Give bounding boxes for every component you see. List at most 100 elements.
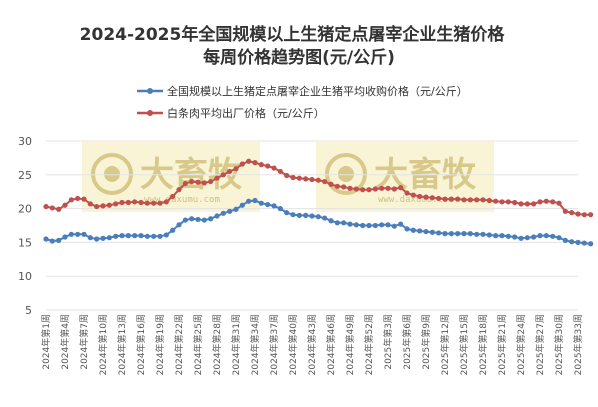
watermark-logo-icon bbox=[91, 153, 133, 195]
series-2-point-76 bbox=[518, 201, 524, 207]
series-1-point-15 bbox=[132, 233, 138, 239]
series-1-point-53 bbox=[372, 222, 378, 229]
series-1-point-63 bbox=[436, 230, 442, 236]
series-1-point-1 bbox=[43, 236, 49, 242]
watermark-logo-dot bbox=[338, 166, 354, 182]
x-tick-label-28: 2025年第30周 bbox=[553, 314, 565, 375]
series-1-point-73 bbox=[499, 233, 505, 239]
series-1-point-5 bbox=[68, 231, 74, 237]
x-tick-label-21: 2025年第9周 bbox=[420, 314, 432, 370]
series-2-point-34 bbox=[252, 160, 258, 166]
x-tick-label-7: 2024年第19周 bbox=[154, 314, 166, 375]
series-1-point-28 bbox=[214, 213, 220, 219]
series-2-point-38 bbox=[277, 168, 283, 175]
series-1-point-44 bbox=[315, 214, 321, 220]
series-2-point-11 bbox=[106, 202, 112, 208]
series-1-point-86 bbox=[581, 240, 587, 246]
x-tick-label-2: 2024年第4周 bbox=[59, 314, 71, 370]
series-2-point-20 bbox=[163, 199, 169, 205]
series-2-point-45 bbox=[322, 178, 328, 185]
series-2-point-63 bbox=[436, 195, 442, 202]
series-1-point-46 bbox=[328, 218, 334, 224]
y-axis-ticks: 5 10 15 20 25 30 bbox=[18, 135, 32, 317]
series-1-point-83 bbox=[562, 237, 568, 243]
series-1-point-36 bbox=[265, 201, 271, 208]
series-2-point-12 bbox=[113, 201, 119, 207]
series-2-point-10 bbox=[100, 203, 106, 209]
legend-entry-carcass-price[interactable]: 白条肉平均出厂价格（元/公斤） bbox=[137, 106, 325, 120]
legend-label-carcass-price: 白条肉平均出厂价格（元/公斤） bbox=[167, 106, 325, 120]
series-2-point-87 bbox=[588, 212, 594, 218]
series-1-point-25 bbox=[195, 216, 201, 223]
legend-entry-purchase-price[interactable]: 全国规模以上生猪定点屠宰企业生猪平均收购价格（元/公斤） bbox=[137, 84, 468, 98]
series-1-point-52 bbox=[366, 222, 372, 229]
x-tick-label-10: 2024年第28周 bbox=[211, 314, 223, 375]
series-2-point-77 bbox=[524, 201, 530, 207]
series-1-point-85 bbox=[575, 239, 581, 245]
series-1-point-42 bbox=[303, 212, 309, 218]
series-2-point-50 bbox=[353, 186, 359, 192]
series-2-point-44 bbox=[315, 177, 321, 183]
series-1-point-7 bbox=[81, 231, 87, 237]
series-1-point-10 bbox=[100, 235, 106, 241]
series-2-point-6 bbox=[75, 195, 81, 202]
series-1-point-4 bbox=[62, 234, 68, 240]
series-1-point-2 bbox=[49, 238, 55, 244]
y-tick-label-15: 15 bbox=[18, 236, 32, 249]
series-1-point-33 bbox=[246, 198, 252, 204]
x-tick-label-1: 2024年第1周 bbox=[40, 314, 52, 370]
series-1-point-8 bbox=[87, 235, 93, 241]
series-2-point-70 bbox=[480, 197, 486, 203]
series-2-point-27 bbox=[208, 178, 214, 185]
series-2-point-57 bbox=[398, 185, 404, 191]
series-1-point-27 bbox=[208, 216, 214, 222]
series-1-point-24 bbox=[189, 216, 195, 222]
series-1-point-18 bbox=[151, 233, 157, 239]
x-tick-label-12: 2024年第34周 bbox=[249, 314, 261, 375]
series-1-point-16 bbox=[138, 233, 144, 239]
chart-title-line-1: 2024-2025年全国规模以上生猪定点屠宰企业生猪价格 bbox=[80, 24, 506, 45]
x-tick-label-15: 2024年第43周 bbox=[306, 314, 318, 375]
series-1-point-9 bbox=[94, 236, 100, 242]
series-2-point-73 bbox=[499, 199, 505, 205]
legend-marker-purchase-price bbox=[147, 88, 153, 94]
series-1-point-41 bbox=[296, 212, 302, 218]
series-1-point-80 bbox=[543, 233, 549, 239]
series-2-point-9 bbox=[94, 203, 100, 210]
x-tick-label-3: 2024年第7周 bbox=[78, 314, 90, 370]
series-2-point-67 bbox=[461, 197, 467, 203]
series-2-point-42 bbox=[303, 176, 309, 182]
series-1 bbox=[43, 197, 594, 247]
series-1-point-3 bbox=[56, 237, 62, 243]
x-tick-label-11: 2024年第31周 bbox=[230, 314, 242, 375]
series-2-point-33 bbox=[246, 158, 252, 164]
series-1-point-76 bbox=[518, 235, 524, 241]
series-1-point-75 bbox=[512, 234, 518, 240]
series-1-point-39 bbox=[284, 210, 290, 216]
series-1-point-72 bbox=[493, 233, 499, 239]
series-1-point-17 bbox=[144, 233, 150, 239]
series-1-point-51 bbox=[360, 222, 366, 229]
x-axis-ticks: 2024年第1周 2024年第4周 2024年第7周 2024年第10周 2024年第1… bbox=[40, 314, 584, 375]
series-2-point-60 bbox=[417, 193, 423, 200]
series-1-point-45 bbox=[322, 215, 328, 221]
series-2-point-24 bbox=[189, 178, 195, 185]
watermark-url: www.daxumu.com bbox=[378, 195, 454, 205]
series-1-point-59 bbox=[410, 227, 416, 233]
y-tick-label-20: 20 bbox=[18, 203, 32, 216]
series-2-point-81 bbox=[550, 199, 556, 205]
series-1-point-70 bbox=[480, 231, 486, 237]
x-tick-label-4: 2024年第10周 bbox=[97, 314, 109, 375]
series-2-point-53 bbox=[372, 186, 378, 192]
series-1-point-47 bbox=[334, 220, 340, 226]
series-1-point-68 bbox=[467, 231, 473, 237]
series-1-point-23 bbox=[182, 217, 188, 223]
series-1-point-87 bbox=[588, 241, 594, 247]
series-2-point-82 bbox=[556, 200, 562, 206]
series-2-point-78 bbox=[531, 201, 537, 207]
series-2-point-1 bbox=[43, 203, 49, 210]
series-2-point-23 bbox=[182, 180, 188, 187]
series-1-point-38 bbox=[277, 206, 283, 212]
series-2-point-26 bbox=[201, 180, 207, 186]
